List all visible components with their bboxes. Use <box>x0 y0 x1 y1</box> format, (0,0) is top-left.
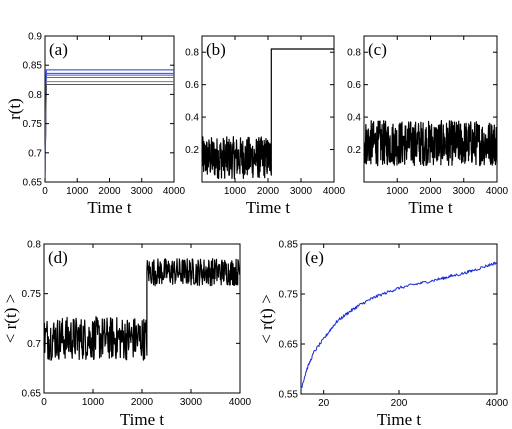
x-tick-label-e-1: 200 <box>391 398 408 409</box>
y-tick-label-b-2: 0.6 <box>185 80 199 91</box>
panel-label-e: (e) <box>305 248 324 267</box>
series-line-b-0 <box>201 48 334 180</box>
y-tick-label-e-2: 0.75 <box>279 290 299 301</box>
y-tick-label-a-2: 0.75 <box>23 119 43 130</box>
y-tick-label-c-0: 0.2 <box>347 145 361 156</box>
x-axis-label-a: Time t <box>87 198 132 217</box>
y-axis-label-d: < r(t) > <box>1 294 20 343</box>
series-group-d <box>43 258 241 361</box>
x-axis-label-d: Time t <box>120 410 165 429</box>
ticks-e: 20 200 4000 0.55 0.65 0.75 0.85 <box>279 240 509 410</box>
x-axis-label-e: Time t <box>377 410 422 429</box>
x-tick-label-b-1: 2000 <box>257 186 280 197</box>
x-tick-label-e-0: 20 <box>318 398 330 409</box>
x-tick-label-c-3: 4000 <box>486 186 509 197</box>
x-tick-label-d-1: 1000 <box>82 397 105 408</box>
plot-frame-d <box>43 243 241 394</box>
series-line-a-5 <box>44 84 174 183</box>
series-group-a <box>44 69 174 183</box>
y-tick-label-a-5: 0.9 <box>28 32 42 43</box>
panel-d: 0 1000 2000 3000 4000 0.65 0.7 0.75 0.8 (d) Time… <box>1 240 252 429</box>
y-tick-label-d-3: 0.8 <box>27 240 41 251</box>
series-group-c <box>363 119 498 167</box>
series-line-d-0 <box>43 258 241 361</box>
x-tick-label-b-3: 4000 <box>323 186 346 197</box>
x-tick-label-d-4: 4000 <box>229 397 252 408</box>
panel-a: 0 1000 2000 3000 4000 0.65 0.7 0.75 0.8 0.85 0.9 (… <box>5 32 186 218</box>
y-tick-label-e-1: 0.65 <box>279 340 299 351</box>
x-axis-label-c: Time t <box>408 198 453 217</box>
y-tick-label-a-0: 0.65 <box>23 178 43 189</box>
y-tick-label-e-0: 0.55 <box>279 390 299 401</box>
y-tick-label-d-2: 0.75 <box>22 289 42 300</box>
series-line-c-0 <box>363 119 498 167</box>
y-tick-label-c-3: 0.8 <box>347 48 361 59</box>
panel-label-a: (a) <box>49 40 68 59</box>
x-tick-label-a-0: 0 <box>42 186 48 197</box>
x-tick-label-c-2: 3000 <box>453 186 476 197</box>
y-axis-label-a: r(t) <box>5 98 24 120</box>
ticks-b: 1000 2000 3000 4000 0.2 0.4 0.6 0.8 <box>185 36 346 197</box>
y-tick-label-a-1: 0.7 <box>28 148 42 159</box>
plot-frame-e <box>300 243 498 395</box>
ticks-d: 0 1000 2000 3000 4000 0.65 0.7 0.75 0.8 <box>22 240 252 409</box>
x-tick-label-d-3: 3000 <box>180 397 203 408</box>
ticks-c: 1000 2000 3000 4000 0.2 0.4 0.6 0.8 <box>347 36 509 197</box>
x-tick-label-a-3: 3000 <box>131 186 154 197</box>
x-tick-label-c-0: 1000 <box>386 186 409 197</box>
y-tick-label-d-1: 0.7 <box>27 339 41 350</box>
x-tick-label-a-1: 1000 <box>66 186 89 197</box>
panel-label-d: (d) <box>48 248 68 267</box>
series-group-e <box>300 261 498 390</box>
y-tick-label-a-4: 0.85 <box>23 61 43 72</box>
panel-c: 1000 2000 3000 4000 0.2 0.4 0.6 0.8 (c) Time t <box>347 35 509 217</box>
ticks-a: 0 1000 2000 3000 4000 0.65 0.7 0.75 0.8 0.85 0.9 <box>23 32 186 198</box>
series-group-b <box>201 48 334 180</box>
x-tick-label-b-0: 1000 <box>224 186 247 197</box>
series-line-e-0 <box>300 261 498 390</box>
y-tick-label-b-0: 0.2 <box>185 145 199 156</box>
y-tick-label-b-3: 0.8 <box>185 48 199 59</box>
y-tick-label-c-1: 0.4 <box>347 113 361 124</box>
x-tick-label-d-2: 2000 <box>131 397 154 408</box>
panel-e: 20 200 4000 0.55 0.65 0.75 0.85 (e) Time t < r… <box>257 240 509 429</box>
y-tick-label-e-3: 0.85 <box>279 240 299 251</box>
x-tick-label-a-4: 4000 <box>163 186 186 197</box>
x-axis-label-b: Time t <box>246 198 291 217</box>
x-tick-label-d-0: 0 <box>41 397 47 408</box>
x-tick-label-a-2: 2000 <box>98 186 121 197</box>
x-tick-label-c-1: 2000 <box>419 186 442 197</box>
panel-label-b: (b) <box>206 40 226 59</box>
panel-b: 1000 2000 3000 4000 0.2 0.4 0.6 0.8 (b) Time t <box>185 35 346 217</box>
x-tick-label-b-2: 3000 <box>290 186 313 197</box>
y-tick-label-c-2: 0.6 <box>347 80 361 91</box>
panel-label-c: (c) <box>368 40 387 59</box>
plot-frame-a <box>44 35 175 183</box>
y-tick-label-b-1: 0.4 <box>185 113 199 124</box>
x-tick-label-e-2: 4000 <box>486 398 509 409</box>
y-tick-label-a-3: 0.8 <box>28 90 42 101</box>
y-axis-label-e: < r(t) > <box>257 294 276 343</box>
y-tick-label-d-0: 0.65 <box>22 389 42 400</box>
